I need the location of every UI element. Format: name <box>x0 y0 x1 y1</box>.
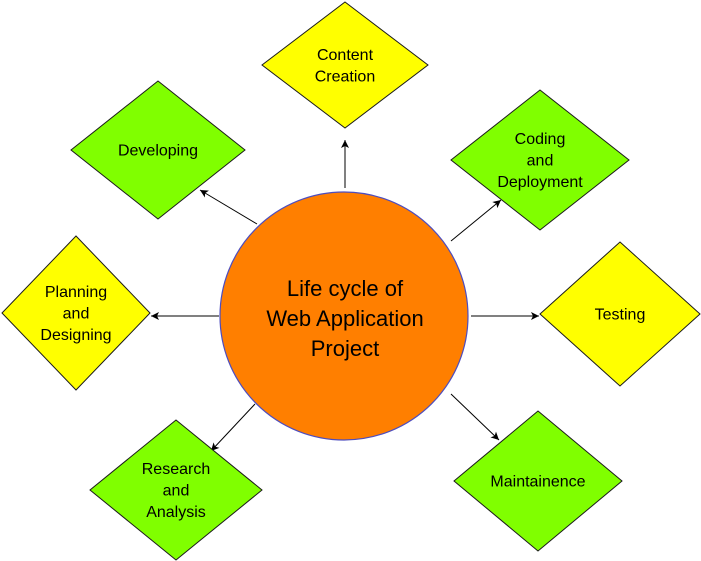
center-label-line: Project <box>311 336 379 361</box>
arrow-to-research-and-analysis <box>210 403 256 452</box>
stage-label-line: Developing <box>118 143 198 160</box>
stage-label-line: Analysis <box>146 504 206 521</box>
stage-label-line: Coding <box>515 131 566 148</box>
stage-label-line: Research <box>142 461 210 478</box>
arrow-to-maintainence <box>450 393 500 441</box>
diamond-shape <box>261 1 429 129</box>
diamond-shape <box>1 235 151 391</box>
diamond-shape <box>453 410 623 552</box>
stage-maintainence: Maintainence <box>453 410 623 552</box>
stage-research-and-analysis: Research and Analysis <box>89 419 263 561</box>
stage-testing: Testing <box>539 241 701 387</box>
stage-label-line: Content <box>317 47 374 64</box>
stage-label-line: Planning <box>45 284 107 301</box>
stage-label-line: Creation <box>315 68 375 85</box>
diamond-shape <box>89 419 263 561</box>
center-label-line: Web Application <box>266 306 423 331</box>
center-circle <box>219 191 469 441</box>
diamond-shape <box>450 89 630 231</box>
stage-label-line: Testing <box>595 307 646 324</box>
stage-developing: Developing <box>70 80 246 220</box>
stage-label-line: Maintainence <box>490 474 585 491</box>
arrow-to-coding-and-deployment <box>450 199 502 242</box>
stage-coding-and-deployment: Coding and Deployment <box>450 89 630 231</box>
stage-label-line: and <box>63 306 90 323</box>
stage-planning-and-designing: Planning and Designing <box>1 235 151 391</box>
stage-label-line: and <box>527 153 554 170</box>
center-node: Life cycle of Web Application Project <box>219 191 469 441</box>
stage-content-creation: Content Creation <box>261 1 429 129</box>
arrow-to-developing <box>199 189 258 225</box>
stage-label-line: Deployment <box>497 174 583 191</box>
connector-layer <box>151 140 539 452</box>
stage-label-line: Designing <box>40 327 111 344</box>
diamond-shape <box>539 241 701 387</box>
stage-label-line: and <box>163 483 190 500</box>
center-label-line: Life cycle of <box>287 276 404 301</box>
diamond-shape <box>70 80 246 220</box>
